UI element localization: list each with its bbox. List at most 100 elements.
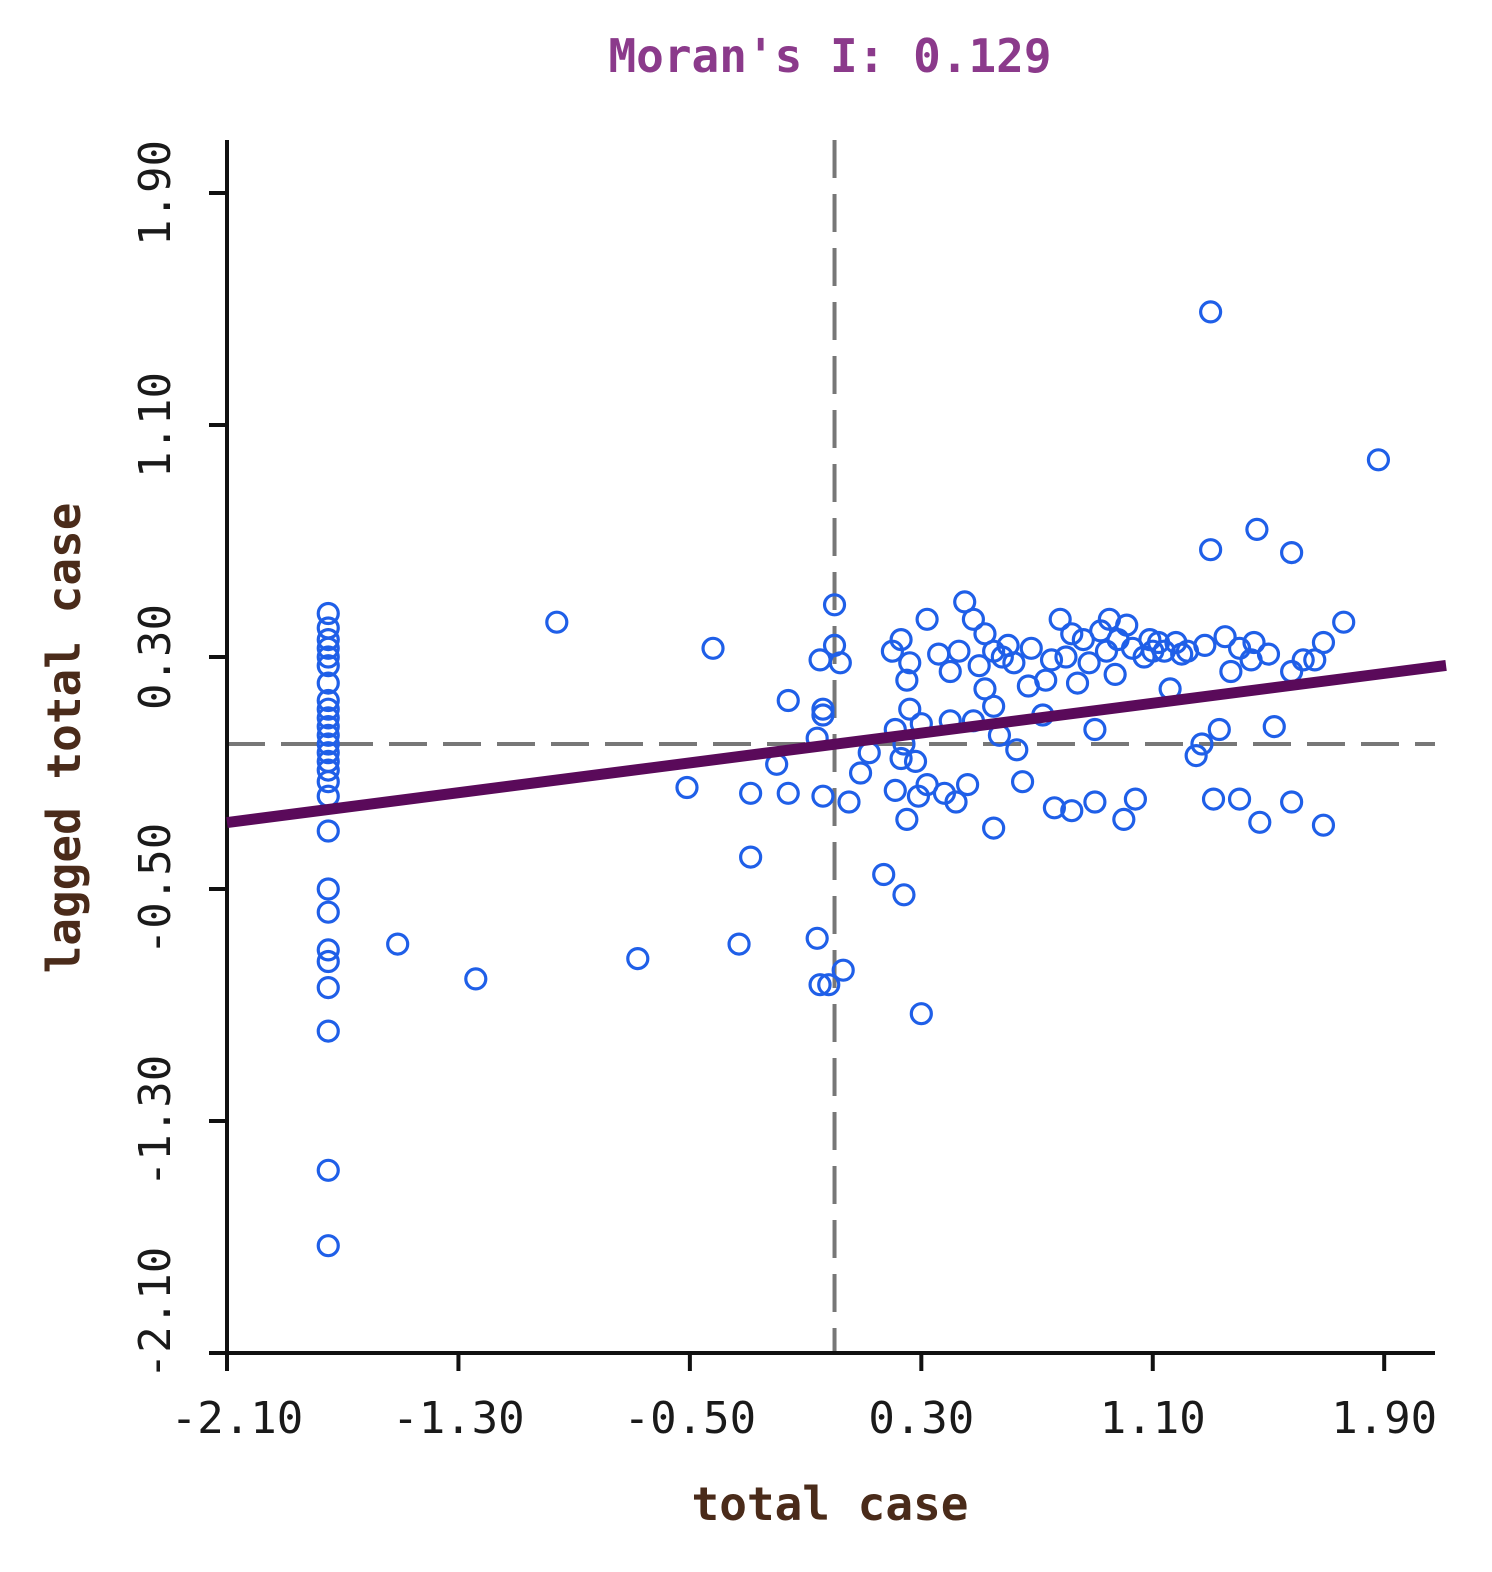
data-point: [1083, 790, 1107, 814]
data-point: [915, 607, 939, 631]
data-point: [895, 807, 919, 832]
data-point: [1039, 648, 1064, 672]
data-point: [316, 714, 340, 739]
x-tick-label: 0.30: [868, 1393, 974, 1444]
data-point: [895, 668, 919, 692]
data-point: [316, 758, 340, 782]
data-point: [701, 636, 725, 660]
data-point: [316, 723, 340, 747]
data-point: [1042, 796, 1066, 820]
data-point: [1094, 639, 1119, 663]
data-point: [316, 645, 340, 669]
data-point: [1332, 610, 1356, 634]
y-tick-label: -1.30: [130, 1055, 181, 1187]
data-point: [828, 651, 852, 675]
data-point: [811, 703, 835, 727]
data-point: [1280, 790, 1304, 814]
data-point: [1207, 717, 1231, 742]
data-point: [892, 883, 916, 907]
data-point: [982, 816, 1006, 840]
data-point: [1199, 538, 1223, 562]
data-point: [739, 781, 763, 805]
data-point: [1112, 807, 1136, 832]
data-point: [967, 654, 991, 678]
y-tick-label: -2.10: [130, 1247, 181, 1379]
data-point: [1262, 714, 1286, 739]
data-point: [961, 607, 985, 631]
axes: -2.10 -1.30 -0.50 0.30 1.10 1.90 -2.10 -1.30 -0.…: [130, 140, 1437, 1444]
data-point: [808, 973, 832, 997]
data-point: [944, 790, 968, 814]
y-tick-label: 0.30: [130, 604, 181, 710]
data-point: [1005, 738, 1029, 762]
data-point: [316, 732, 340, 756]
data-point: [316, 975, 340, 1000]
data-point: [898, 697, 922, 721]
data-point: [898, 651, 922, 675]
chart-title: Moran's I: 0.129: [608, 29, 1051, 83]
data-point: [1060, 622, 1084, 646]
data-point: [1311, 630, 1336, 655]
data-point: [1190, 732, 1214, 756]
data-point: [1213, 625, 1237, 649]
y-tick-label: 1.90: [130, 140, 181, 246]
data-point: [947, 639, 971, 663]
data-point: [1065, 671, 1090, 695]
data-point: [316, 697, 340, 721]
data-point: [316, 654, 340, 678]
data-point: [811, 784, 835, 808]
regression-line: [226, 659, 1447, 829]
data-point: [1083, 717, 1107, 742]
x-tick-label: -1.30: [392, 1393, 524, 1444]
x-tick-label: -0.50: [624, 1393, 756, 1444]
data-point: [1184, 743, 1208, 768]
data-point: [316, 819, 340, 843]
data-point: [776, 688, 800, 713]
regression-layer: [226, 659, 1447, 829]
data-point: [1242, 630, 1266, 655]
data-point: [316, 938, 340, 962]
data-point: [316, 877, 340, 901]
data-point: [990, 645, 1014, 669]
data-points: [316, 300, 1391, 1258]
data-point: [316, 900, 340, 924]
data-point: [1366, 448, 1391, 472]
data-point: [1054, 645, 1078, 669]
data-point: [626, 946, 650, 971]
data-point: [1115, 613, 1139, 637]
data-point: [1248, 810, 1272, 834]
x-tick-label: 1.10: [1100, 1393, 1206, 1444]
data-point: [848, 761, 873, 785]
data-point: [837, 790, 861, 814]
data-point: [1280, 659, 1304, 684]
data-point: [1227, 636, 1252, 660]
x-tick-label: -2.10: [171, 1393, 303, 1444]
data-point: [1123, 787, 1148, 811]
data-point: [889, 746, 913, 771]
y-axis-label: lagged total case: [37, 503, 91, 974]
data-point: [817, 973, 841, 997]
y-tick-label: 1.10: [130, 372, 181, 478]
data-point: [1103, 662, 1127, 687]
data-point: [316, 949, 340, 974]
data-point: [545, 610, 569, 634]
data-point: [727, 932, 751, 956]
data-point: [316, 627, 340, 652]
data-point: [982, 694, 1006, 718]
data-point: [1245, 517, 1269, 542]
data-point: [464, 967, 488, 991]
data-point: [1311, 813, 1336, 837]
data-point: [1291, 648, 1315, 672]
x-axis-label: total case: [692, 1477, 969, 1531]
data-point: [1219, 659, 1243, 684]
data-point: [805, 926, 829, 950]
data-point: [880, 639, 904, 663]
data-point: [938, 659, 962, 684]
x-tick-label: 1.90: [1331, 1393, 1437, 1444]
data-point: [1034, 668, 1058, 692]
data-point: [316, 770, 340, 794]
data-point: [1199, 300, 1223, 324]
data-point: [316, 601, 340, 626]
data-point: [386, 932, 410, 956]
